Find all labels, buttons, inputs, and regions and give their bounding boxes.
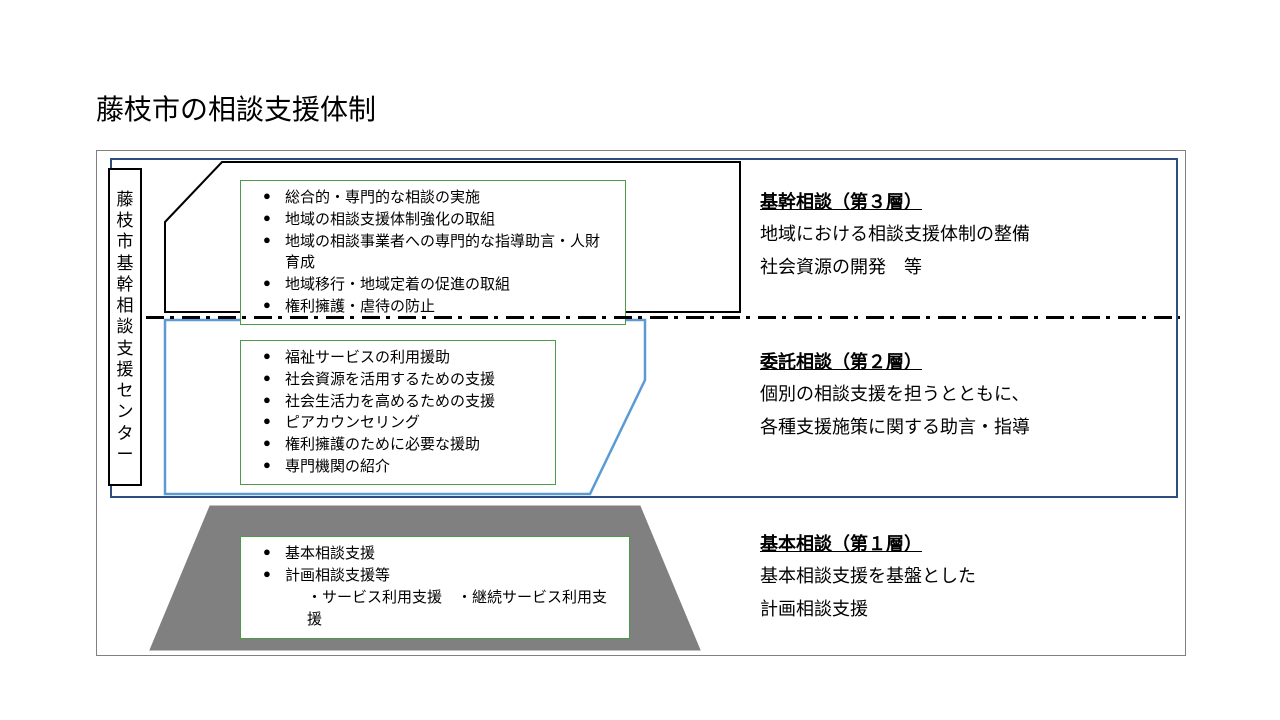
layer3-description: 基幹相談（第３層） 地域における相談支援体制の整備 社会資源の開発 等	[760, 186, 1030, 283]
layer1-title: 基本相談（第１層）	[760, 528, 976, 560]
layer1-bullet-box: 基本相談支援計画相談支援等 ・サービス利用支援 ・継続サービス利用支援	[240, 536, 630, 639]
layer2-title: 委託相談（第２層）	[760, 346, 1030, 378]
layer1-sub-item: ・サービス利用支援 ・継続サービス利用支援	[263, 587, 615, 632]
vertical-label-char: タ	[117, 423, 134, 444]
center-vertical-label: 藤枝市基幹相談支援センター	[108, 168, 142, 486]
layer1-desc-line: 基本相談支援を基盤とした	[760, 560, 976, 592]
vertical-label-char: 枝	[117, 210, 134, 231]
layer-divider	[146, 316, 1180, 319]
bullet-item: ピアカウンセリング	[263, 412, 541, 434]
layer3-bullet-box: 総合的・専門的な相談の実施地域の相談支援体制強化の取組地域の相談事業者への専門的…	[240, 180, 626, 325]
bullet-item: 計画相談支援等	[263, 565, 615, 587]
bullet-item: 基本相談支援	[263, 543, 615, 565]
layer1-desc-line: 計画相談支援	[760, 593, 976, 625]
bullet-item: 専門機関の紹介	[263, 456, 541, 478]
vertical-label-char: 藤	[117, 189, 134, 210]
layer3-desc-line: 社会資源の開発 等	[760, 251, 1030, 283]
vertical-label-char: セ	[117, 380, 134, 401]
bullet-item: 権利擁護・虐待の防止	[263, 296, 611, 318]
vertical-label-char: 相	[117, 295, 134, 316]
vertical-label-char: 基	[117, 253, 134, 274]
vertical-label-char: ー	[117, 444, 134, 465]
bullet-item: 地域の相談支援体制強化の取組	[263, 209, 611, 231]
layer2-desc-line: 各種支援施策に関する助言・指導	[760, 411, 1030, 443]
page-title: 藤枝市の相談支援体制	[96, 88, 376, 128]
layer3-title: 基幹相談（第３層）	[760, 186, 1030, 218]
vertical-label-char: 市	[117, 231, 134, 252]
vertical-label-char: 援	[117, 359, 134, 380]
bullet-item: 総合的・専門的な相談の実施	[263, 187, 611, 209]
layer2-bullet-box: 福祉サービスの利用援助社会資源を活用するための支援社会生活力を高めるための支援ピ…	[240, 340, 556, 485]
bullet-item: 権利擁護のために必要な援助	[263, 434, 541, 456]
bullet-item: 福祉サービスの利用援助	[263, 347, 541, 369]
bullet-item: 地域の相談事業者への専門的な指導助言・人財育成	[263, 231, 611, 275]
layer2-desc-line: 個別の相談支援を担うとともに、	[760, 378, 1030, 410]
layer3-desc-line: 地域における相談支援体制の整備	[760, 218, 1030, 250]
bullet-item: 地域移行・地域定着の促進の取組	[263, 274, 611, 296]
bullet-item: 社会生活力を高めるための支援	[263, 391, 541, 413]
vertical-label-char: 支	[117, 338, 134, 359]
vertical-label-char: ン	[117, 401, 134, 422]
layer1-description: 基本相談（第１層） 基本相談支援を基盤とした 計画相談支援	[760, 528, 976, 625]
vertical-label-char: 談	[117, 316, 134, 337]
vertical-label-char: 幹	[117, 274, 134, 295]
bullet-item: 社会資源を活用するための支援	[263, 369, 541, 391]
layer2-description: 委託相談（第２層） 個別の相談支援を担うとともに、 各種支援施策に関する助言・指…	[760, 346, 1030, 443]
